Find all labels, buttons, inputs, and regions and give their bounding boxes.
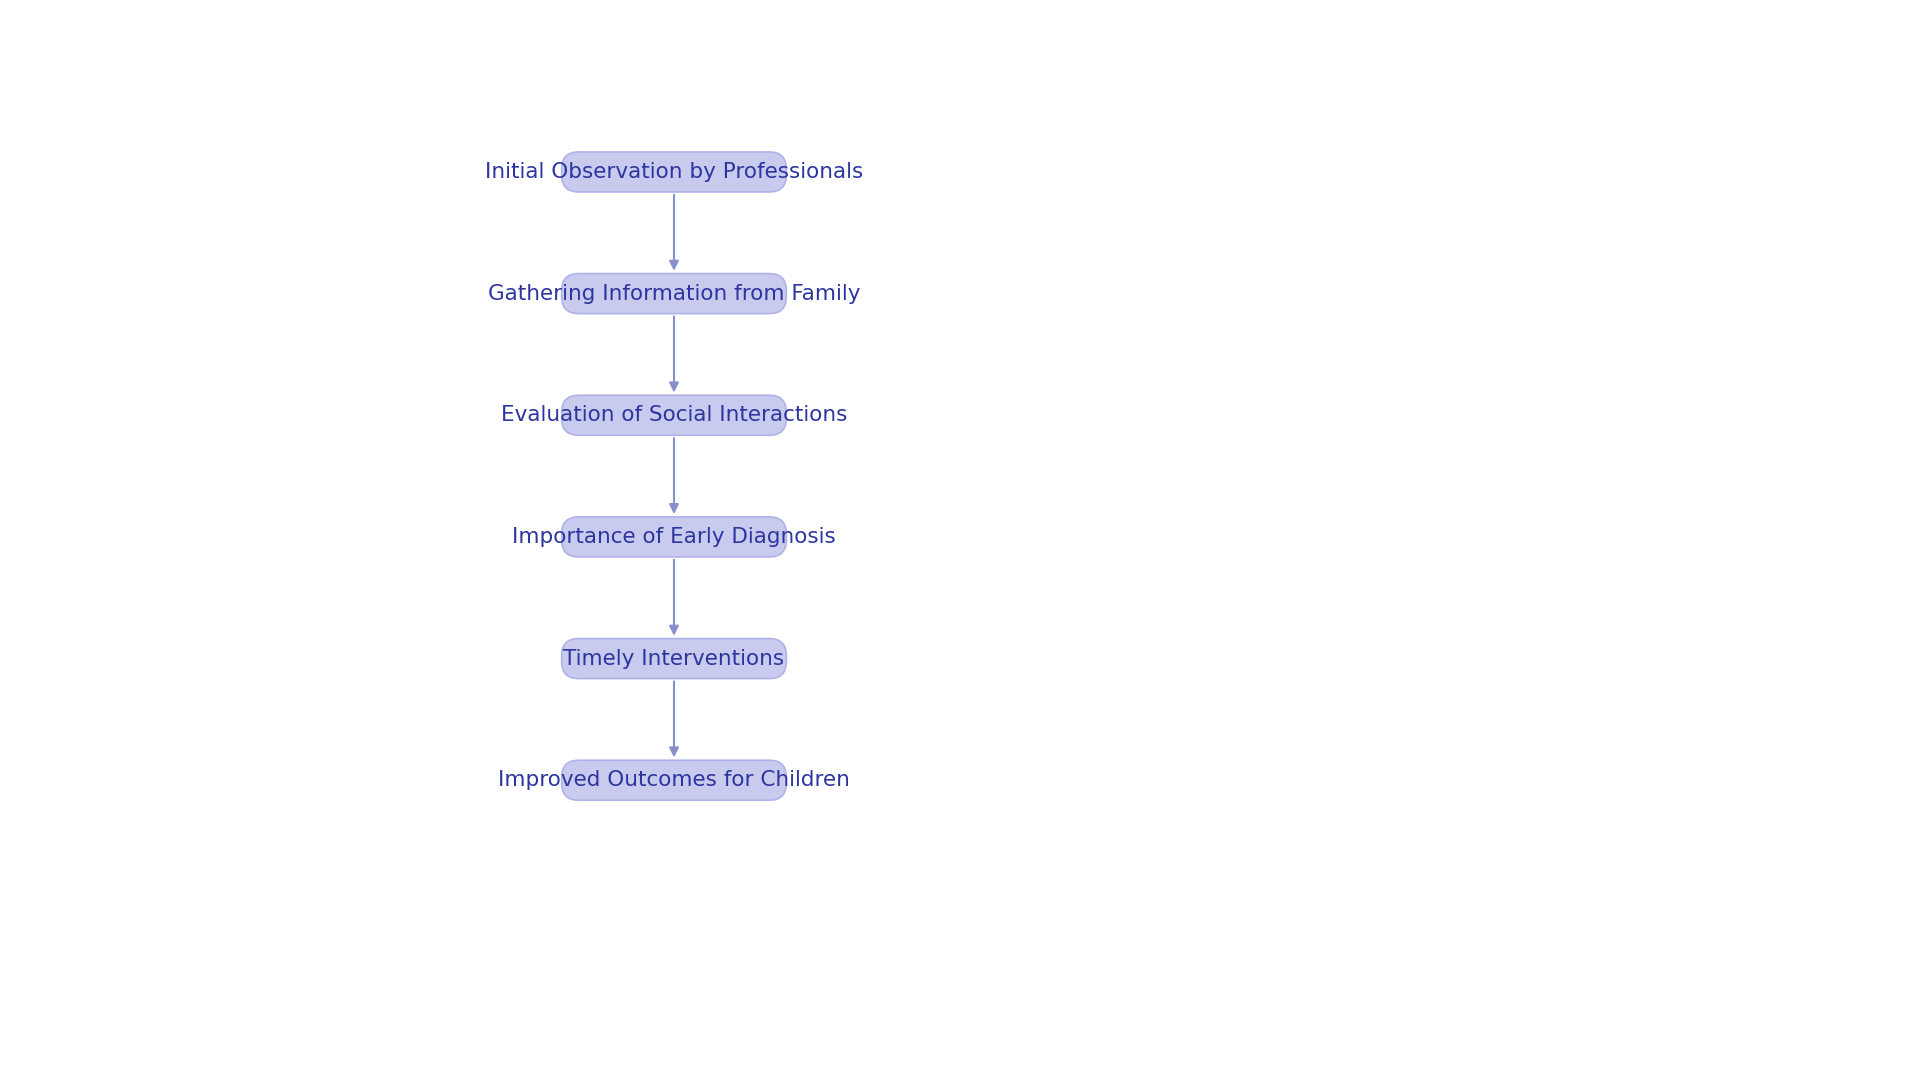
FancyBboxPatch shape bbox=[563, 517, 787, 557]
FancyBboxPatch shape bbox=[563, 152, 787, 192]
Text: Timely Interventions: Timely Interventions bbox=[563, 649, 785, 669]
Text: Improved Outcomes for Children: Improved Outcomes for Children bbox=[497, 770, 851, 791]
Text: Gathering Information from Family: Gathering Information from Family bbox=[488, 284, 860, 303]
FancyBboxPatch shape bbox=[563, 273, 787, 313]
FancyBboxPatch shape bbox=[563, 760, 787, 800]
Text: Evaluation of Social Interactions: Evaluation of Social Interactions bbox=[501, 405, 847, 426]
Text: Initial Observation by Professionals: Initial Observation by Professionals bbox=[486, 162, 864, 181]
FancyBboxPatch shape bbox=[563, 395, 787, 435]
FancyBboxPatch shape bbox=[563, 638, 787, 678]
Text: Importance of Early Diagnosis: Importance of Early Diagnosis bbox=[513, 527, 835, 546]
